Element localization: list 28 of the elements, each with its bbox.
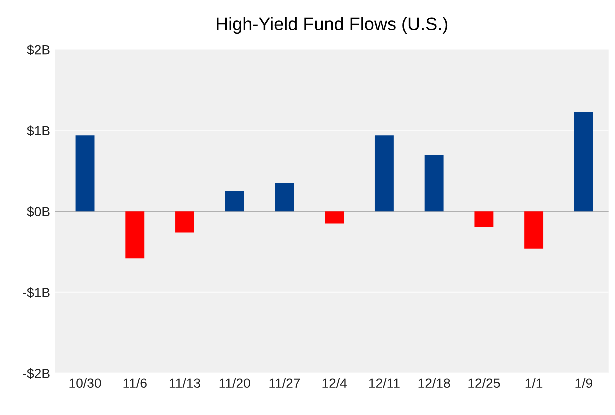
x-tick-label: 12/4: [322, 378, 348, 388]
x-tick-label: 12/18: [418, 378, 450, 388]
bar: [424, 155, 444, 212]
bar: [76, 136, 95, 212]
x-tick-label: 12/11: [369, 378, 400, 388]
chart-title: High-Yield Fund Flows (U.S.): [217, 17, 448, 34]
bar: [176, 212, 194, 233]
bar: [325, 212, 344, 224]
bar: [524, 212, 544, 249]
x-tick-label: 12/25: [468, 378, 500, 388]
x-tick-label: 11/27: [270, 378, 300, 388]
x-tick-label: 1/9: [576, 378, 592, 388]
x-tick-label: 11/13: [170, 378, 200, 388]
y-tick-label: $1B: [27, 126, 50, 136]
bar: [474, 212, 494, 228]
x-tick-label: 10/30: [70, 378, 102, 388]
bar: [126, 212, 145, 259]
bar: [574, 112, 594, 212]
x-tick-label: 1/1: [526, 378, 543, 388]
y-tick-label: -$2B: [23, 368, 50, 380]
bar: [225, 191, 244, 212]
y-tick-label: -$1B: [23, 288, 50, 298]
bar: [374, 136, 394, 212]
x-tick-label: 11/6: [124, 378, 147, 388]
bar: [275, 183, 294, 212]
x-tick-label: 11/20: [220, 378, 250, 388]
y-tick-label: $2B: [27, 44, 50, 56]
y-tick-label: $0B: [27, 206, 50, 218]
